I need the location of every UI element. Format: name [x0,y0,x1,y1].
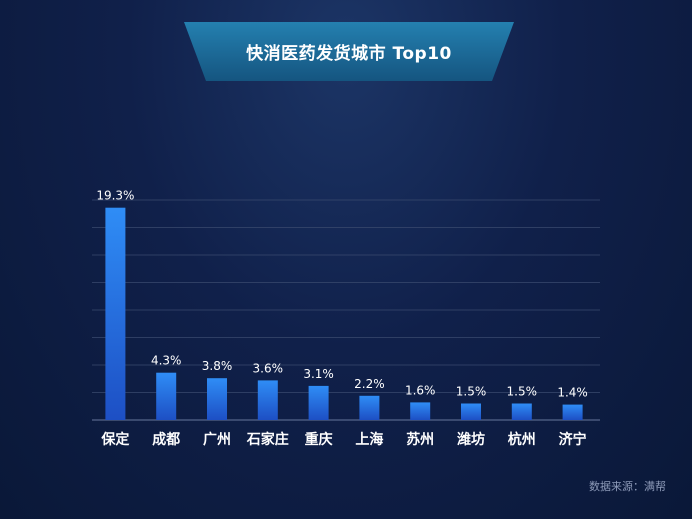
chart-title: 快消医药发货城市 Top10 [246,44,452,64]
category-label: 济宁 [559,431,587,448]
bar [359,395,380,420]
bar-value-label: 3.8% [202,359,233,373]
bar [105,207,126,420]
bar-value-label: 3.1% [303,367,334,381]
title-banner: 快消医药发货城市 Top10 [184,22,514,81]
bar [257,380,278,420]
bar [562,404,583,420]
category-label: 石家庄 [246,431,289,448]
category-label: 苏州 [406,431,434,448]
category-label: 成都 [152,431,180,448]
data-source-note: 数据来源：满帮 [589,480,666,493]
category-label: 重庆 [305,431,333,448]
category-label: 潍坊 [457,431,485,448]
title-banner-shape [184,22,514,81]
category-label: 广州 [203,431,231,448]
bar-value-label: 2.2% [354,377,385,391]
bar [410,402,431,420]
bar [308,385,329,420]
category-label: 杭州 [508,431,536,448]
bar [156,372,177,420]
bar-value-label: 1.6% [405,383,436,397]
bar [511,403,532,420]
bar-value-label: 3.6% [253,361,284,375]
bar-value-label: 4.3% [151,354,182,368]
bar-value-label: 1.5% [507,385,538,399]
bar [461,403,481,420]
category-label: 保定 [100,431,129,448]
category-label: 上海 [355,431,383,448]
bar-value-label: 1.4% [557,386,588,400]
bar [207,378,227,420]
bar-value-label: 19.3% [96,189,134,203]
bar-value-label: 1.5% [456,385,487,399]
